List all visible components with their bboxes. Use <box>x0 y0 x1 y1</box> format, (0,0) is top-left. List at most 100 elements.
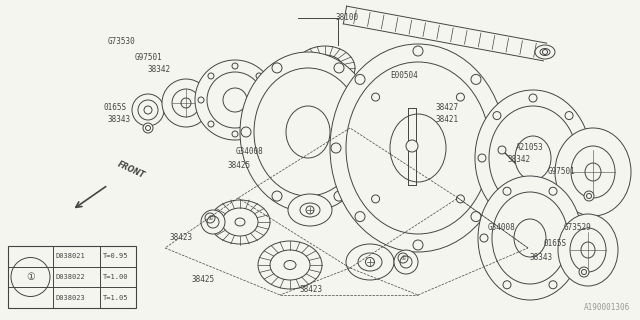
Text: 38423: 38423 <box>170 234 193 243</box>
Ellipse shape <box>295 46 355 90</box>
Ellipse shape <box>540 49 550 55</box>
Ellipse shape <box>346 244 394 280</box>
Ellipse shape <box>358 253 382 271</box>
Ellipse shape <box>535 45 555 59</box>
Circle shape <box>306 206 314 214</box>
Circle shape <box>241 127 251 137</box>
Ellipse shape <box>284 260 296 269</box>
Ellipse shape <box>195 60 275 140</box>
Text: G34008: G34008 <box>236 148 264 156</box>
Text: D038023: D038023 <box>56 295 86 301</box>
Circle shape <box>272 63 282 73</box>
Ellipse shape <box>222 208 258 236</box>
Circle shape <box>549 187 557 195</box>
Circle shape <box>471 212 481 221</box>
Ellipse shape <box>585 163 601 181</box>
Circle shape <box>503 281 511 289</box>
Circle shape <box>208 121 214 127</box>
Circle shape <box>471 75 481 84</box>
Circle shape <box>232 131 238 137</box>
Ellipse shape <box>270 250 310 280</box>
Circle shape <box>582 269 586 275</box>
Ellipse shape <box>492 192 568 284</box>
Text: T=1.05: T=1.05 <box>103 295 129 301</box>
Ellipse shape <box>240 52 376 212</box>
Ellipse shape <box>235 218 245 226</box>
Text: 38427: 38427 <box>436 103 459 113</box>
Ellipse shape <box>558 214 618 286</box>
Text: 38421: 38421 <box>436 116 459 124</box>
Text: 38343: 38343 <box>530 253 553 262</box>
Circle shape <box>565 196 573 204</box>
Text: 38342: 38342 <box>148 66 171 75</box>
Ellipse shape <box>390 114 446 182</box>
Circle shape <box>480 234 488 242</box>
Ellipse shape <box>138 100 158 120</box>
Bar <box>8 246 136 308</box>
Ellipse shape <box>478 176 582 300</box>
Ellipse shape <box>132 94 164 126</box>
Ellipse shape <box>181 98 191 108</box>
Circle shape <box>400 256 412 268</box>
Ellipse shape <box>318 63 332 73</box>
Circle shape <box>334 63 344 73</box>
Ellipse shape <box>207 72 263 128</box>
Ellipse shape <box>162 79 210 127</box>
Circle shape <box>413 240 423 250</box>
Ellipse shape <box>223 88 247 112</box>
Text: T=0.95: T=0.95 <box>103 253 129 259</box>
Circle shape <box>331 143 341 153</box>
Text: G97501: G97501 <box>135 52 163 61</box>
Circle shape <box>580 154 588 162</box>
Circle shape <box>495 143 505 153</box>
Circle shape <box>208 73 214 79</box>
Text: G97501: G97501 <box>548 167 576 177</box>
Circle shape <box>413 46 423 56</box>
Circle shape <box>529 94 537 102</box>
Circle shape <box>334 191 344 201</box>
Text: T=1.00: T=1.00 <box>103 274 129 280</box>
Text: 0165S: 0165S <box>543 239 566 249</box>
Ellipse shape <box>570 228 606 272</box>
Ellipse shape <box>300 203 320 217</box>
Ellipse shape <box>330 44 506 252</box>
Text: 38100: 38100 <box>335 13 358 22</box>
Text: D038021: D038021 <box>56 253 86 259</box>
Text: 38425: 38425 <box>228 161 251 170</box>
Text: A21053: A21053 <box>516 143 544 153</box>
Circle shape <box>572 234 580 242</box>
Circle shape <box>549 281 557 289</box>
Circle shape <box>355 75 365 84</box>
Ellipse shape <box>286 106 330 158</box>
Circle shape <box>394 250 418 274</box>
Text: ①: ① <box>26 272 35 282</box>
Ellipse shape <box>555 128 631 216</box>
Circle shape <box>201 210 225 234</box>
Text: ①: ① <box>207 215 213 220</box>
Text: ①: ① <box>400 255 406 260</box>
Circle shape <box>503 187 511 195</box>
Circle shape <box>232 63 238 69</box>
Ellipse shape <box>288 194 332 226</box>
Circle shape <box>493 196 501 204</box>
Ellipse shape <box>515 136 551 180</box>
Circle shape <box>207 216 219 228</box>
Text: 0165S: 0165S <box>103 103 126 113</box>
Ellipse shape <box>571 146 615 198</box>
Ellipse shape <box>172 89 200 117</box>
Ellipse shape <box>258 241 322 289</box>
Circle shape <box>372 93 380 101</box>
Circle shape <box>266 97 272 103</box>
Ellipse shape <box>475 90 591 226</box>
Text: 38343: 38343 <box>108 116 131 124</box>
Text: G34008: G34008 <box>488 223 516 233</box>
Ellipse shape <box>254 68 362 196</box>
Ellipse shape <box>581 242 595 258</box>
Text: G73529: G73529 <box>564 223 592 233</box>
Circle shape <box>256 121 262 127</box>
Circle shape <box>143 123 153 133</box>
Ellipse shape <box>307 55 343 81</box>
Text: D038022: D038022 <box>56 274 86 280</box>
Circle shape <box>365 258 374 267</box>
Circle shape <box>406 140 418 152</box>
